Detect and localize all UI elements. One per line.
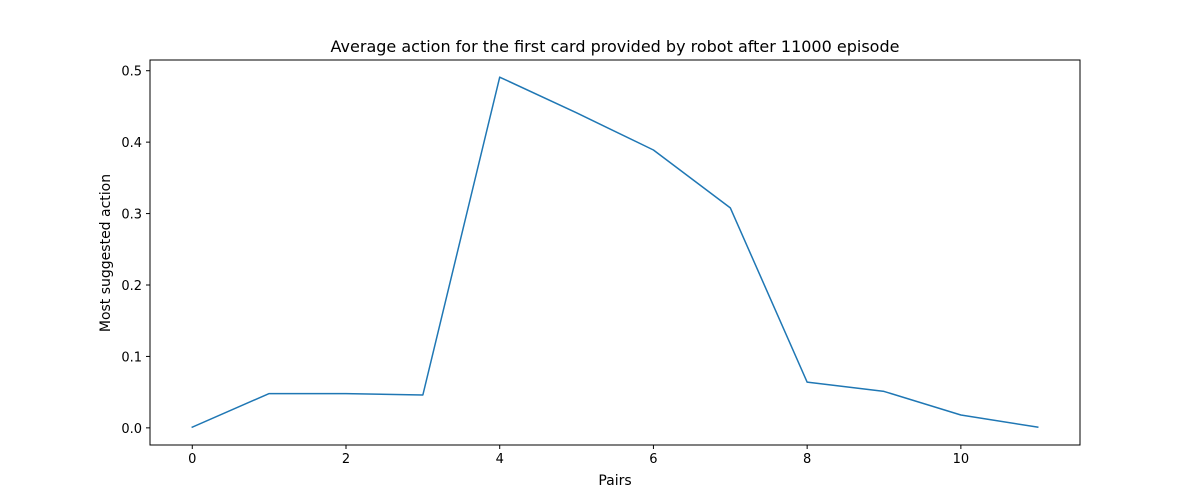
x-tick-label: 0 bbox=[188, 452, 196, 467]
y-tick-label: 0.2 bbox=[121, 279, 142, 294]
y-tick-label: 0.4 bbox=[121, 136, 142, 151]
y-axis-label: Most suggested action bbox=[98, 174, 114, 332]
y-tick-label: 0.0 bbox=[121, 422, 142, 437]
y-axis-ticks: 0.0 0.1 0.2 0.3 0.4 0.5 bbox=[121, 65, 150, 437]
x-axis-ticks: 0 2 4 6 8 10 bbox=[188, 445, 969, 467]
chart-title: Average action for the first card provid… bbox=[331, 37, 900, 56]
y-tick-label: 0.3 bbox=[121, 208, 142, 223]
y-tick-label: 0.5 bbox=[121, 65, 142, 80]
x-axis-label: Pairs bbox=[598, 473, 631, 489]
x-tick-label: 4 bbox=[496, 452, 504, 467]
x-tick-label: 8 bbox=[803, 452, 811, 467]
x-tick-label: 10 bbox=[953, 452, 970, 467]
plot-frame bbox=[149, 59, 1081, 446]
y-tick-label: 0.1 bbox=[121, 350, 142, 365]
series-line-0 bbox=[191, 76, 1039, 429]
x-tick-label: 6 bbox=[649, 452, 657, 467]
x-tick-label: 2 bbox=[342, 452, 350, 467]
plot-area bbox=[149, 59, 1081, 446]
